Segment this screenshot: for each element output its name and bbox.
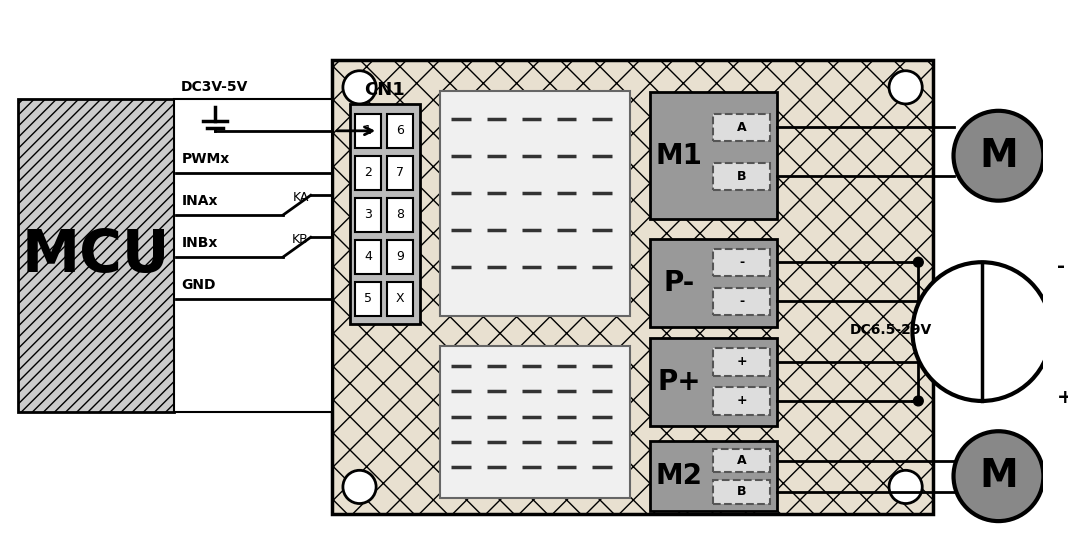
Text: INBx: INBx xyxy=(182,236,218,250)
Text: 7: 7 xyxy=(396,166,404,179)
Text: M1: M1 xyxy=(656,142,703,170)
Bar xyxy=(387,198,413,232)
Circle shape xyxy=(912,262,1051,401)
Bar xyxy=(387,240,413,274)
Text: -: - xyxy=(739,295,744,308)
Text: CN1: CN1 xyxy=(364,81,405,99)
Bar xyxy=(649,441,776,512)
Text: GND: GND xyxy=(182,278,216,292)
Text: 5: 5 xyxy=(364,292,372,305)
Circle shape xyxy=(889,71,923,104)
Text: DC6.5-29V: DC6.5-29V xyxy=(850,323,932,337)
Text: 9: 9 xyxy=(396,250,404,263)
Bar xyxy=(387,113,413,148)
Bar xyxy=(174,99,332,412)
Text: -: - xyxy=(739,256,744,269)
Text: P+: P+ xyxy=(657,368,701,396)
Bar xyxy=(713,288,770,315)
Bar xyxy=(17,99,174,412)
Bar xyxy=(649,239,776,327)
Circle shape xyxy=(954,431,1043,521)
Text: X: X xyxy=(396,292,405,305)
Text: +: + xyxy=(736,355,747,368)
Text: B: B xyxy=(737,170,747,183)
Bar xyxy=(355,198,381,232)
Bar xyxy=(713,249,770,276)
Text: -: - xyxy=(1057,257,1065,276)
Bar xyxy=(649,338,776,426)
Bar xyxy=(713,480,770,503)
Text: DC3V-5V: DC3V-5V xyxy=(182,80,249,94)
Text: M2: M2 xyxy=(656,462,703,490)
Text: 3: 3 xyxy=(364,209,372,222)
Text: 4: 4 xyxy=(364,250,372,263)
Text: P-: P- xyxy=(663,269,694,296)
Bar xyxy=(355,282,381,316)
Bar xyxy=(387,282,413,316)
Text: 1: 1 xyxy=(364,124,372,137)
Bar xyxy=(355,240,381,274)
Text: +: + xyxy=(1057,388,1068,407)
Bar xyxy=(440,346,630,498)
Bar xyxy=(713,449,770,472)
Bar xyxy=(713,113,770,141)
Bar xyxy=(349,104,420,324)
Text: 2: 2 xyxy=(364,166,372,179)
Circle shape xyxy=(889,470,923,503)
Text: M: M xyxy=(979,137,1018,175)
Bar xyxy=(713,162,770,190)
Bar xyxy=(355,113,381,148)
Circle shape xyxy=(954,111,1043,201)
Bar xyxy=(440,91,630,316)
Text: PWMx: PWMx xyxy=(182,152,230,166)
Text: INAx: INAx xyxy=(182,194,218,208)
Text: 8: 8 xyxy=(396,209,404,222)
Circle shape xyxy=(913,396,923,406)
Text: KB: KB xyxy=(292,233,309,247)
Text: M: M xyxy=(979,457,1018,495)
Text: KA: KA xyxy=(293,191,309,204)
Bar xyxy=(713,348,770,376)
Bar xyxy=(332,60,933,514)
Bar xyxy=(387,156,413,190)
Text: +: + xyxy=(736,394,747,407)
Bar xyxy=(649,92,776,219)
Text: 6: 6 xyxy=(396,124,404,137)
Bar xyxy=(713,387,770,415)
Text: A: A xyxy=(737,121,747,134)
Circle shape xyxy=(343,470,376,503)
Text: A: A xyxy=(737,454,747,467)
Circle shape xyxy=(913,257,923,267)
Bar xyxy=(355,156,381,190)
Text: MCU: MCU xyxy=(21,227,170,284)
Text: B: B xyxy=(737,485,747,498)
Circle shape xyxy=(343,71,376,104)
